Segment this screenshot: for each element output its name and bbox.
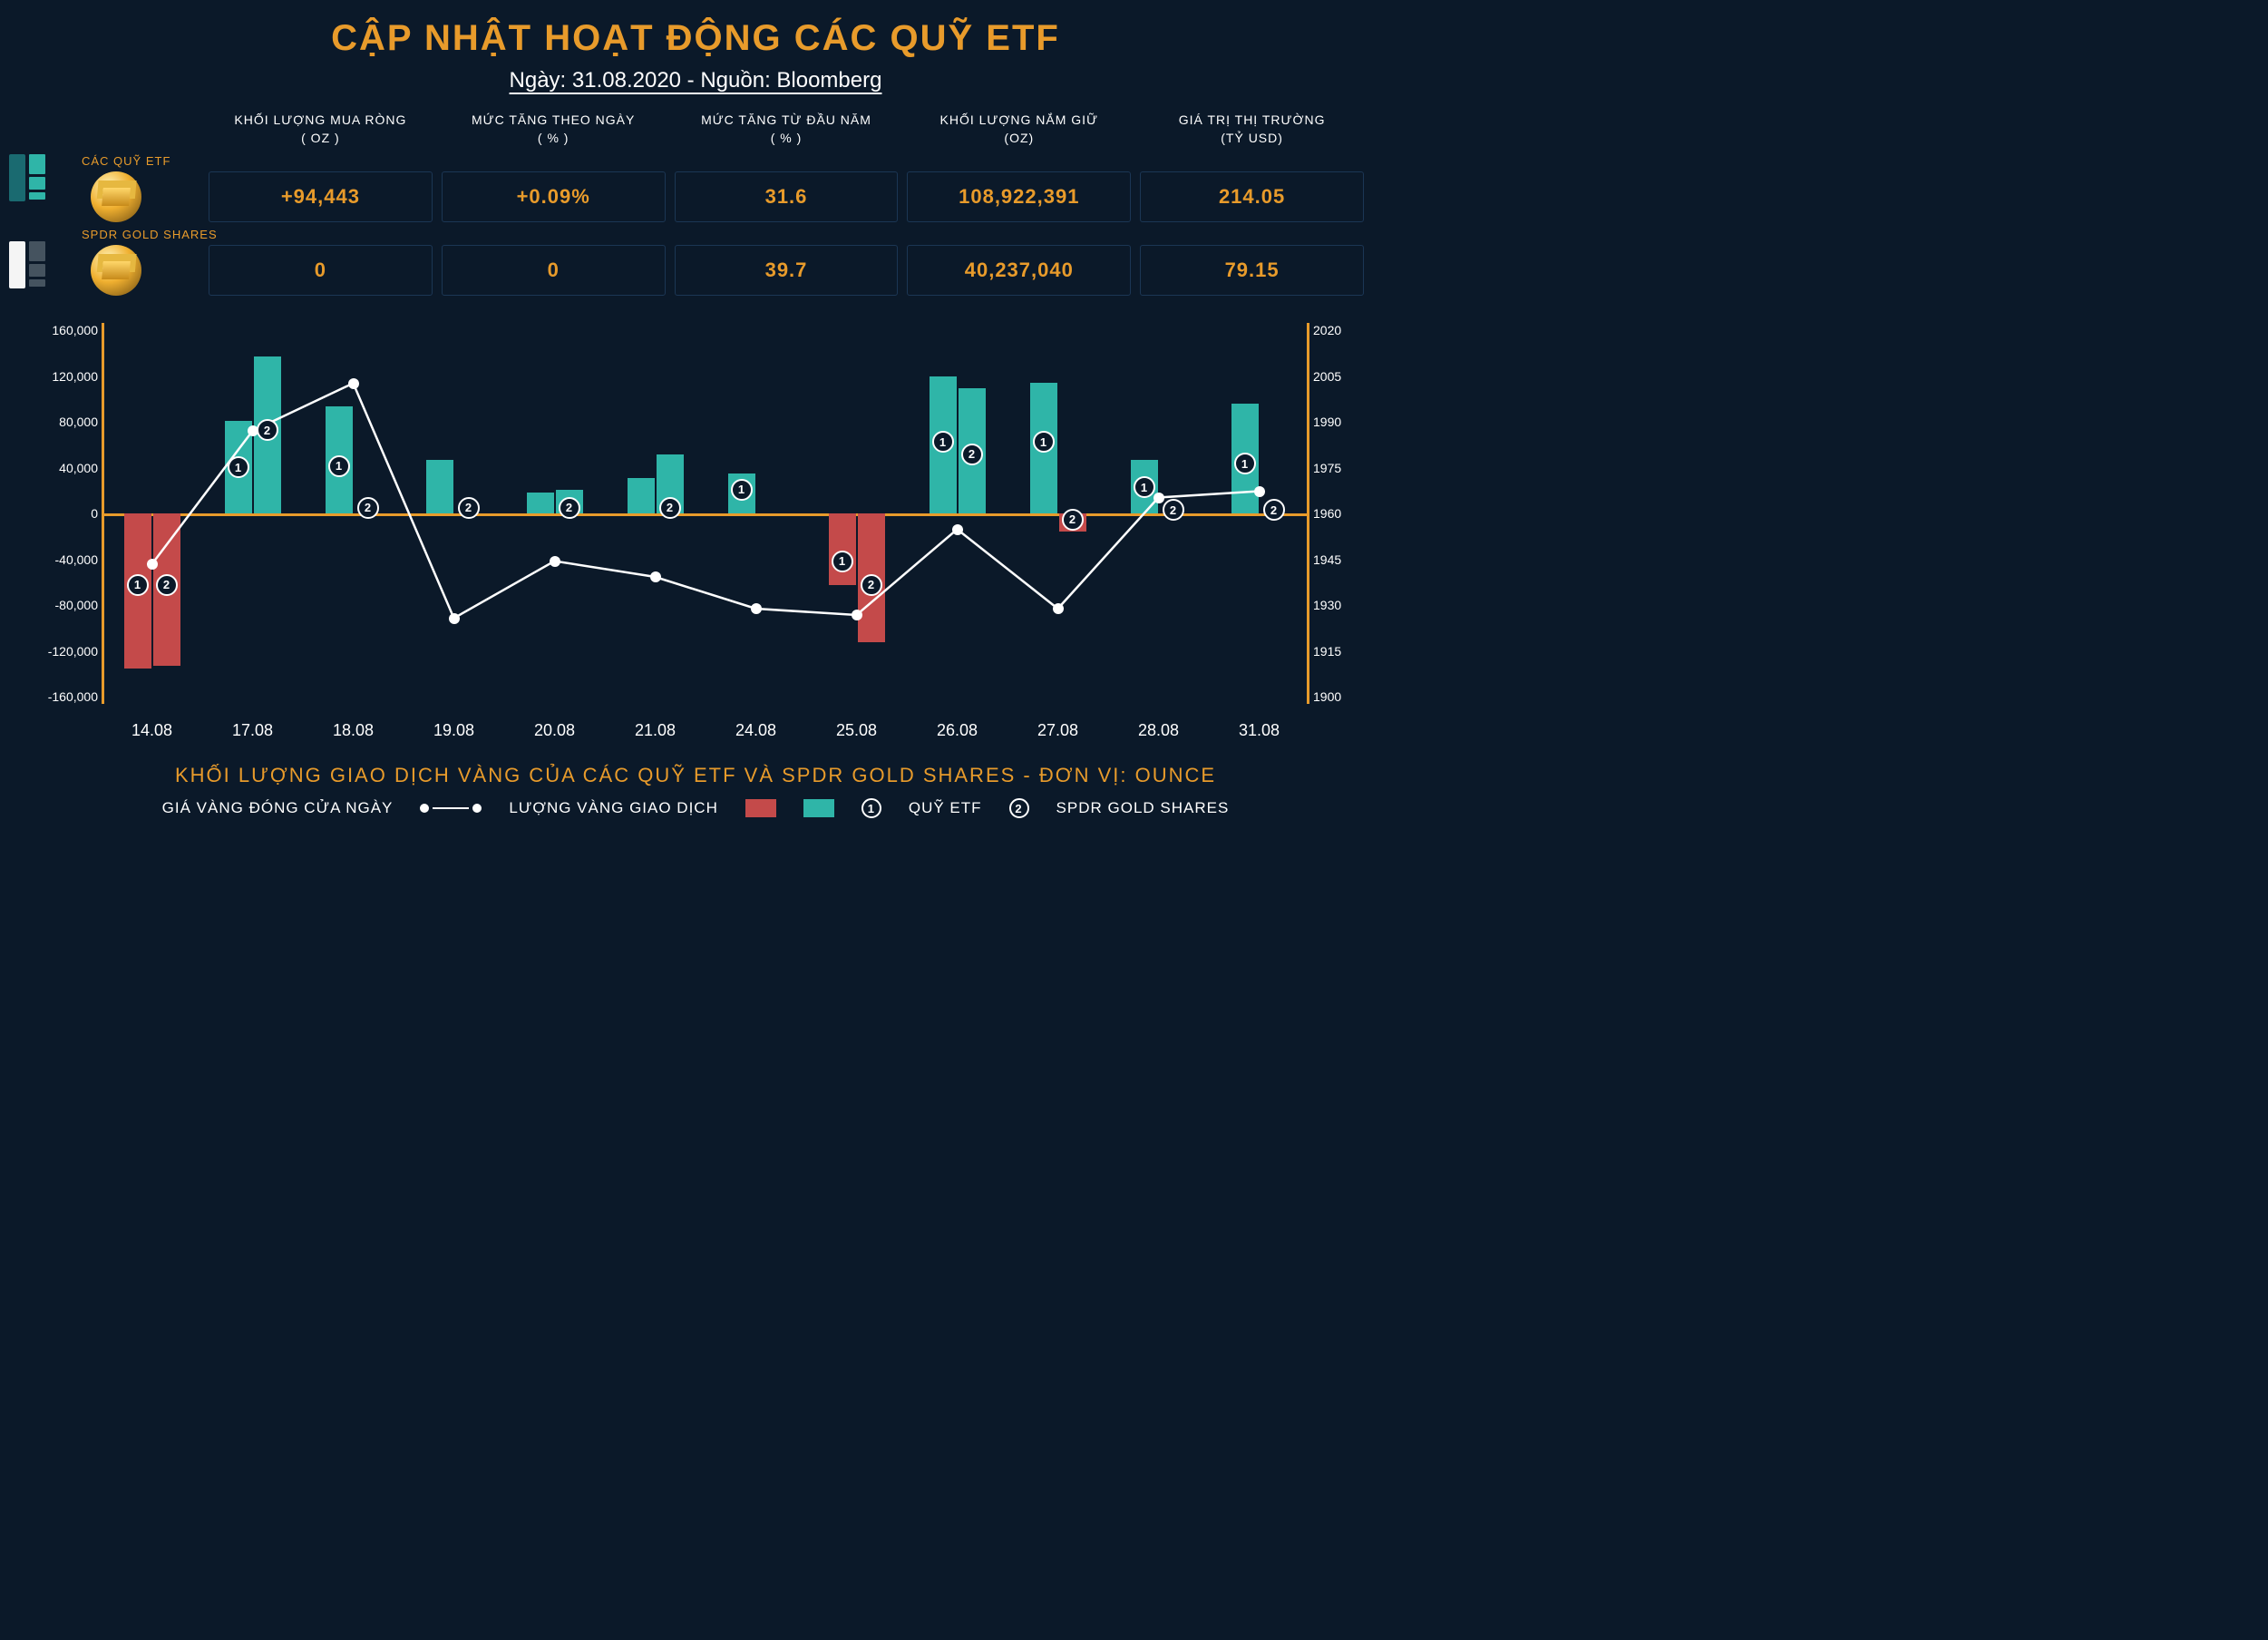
line-point bbox=[650, 571, 661, 582]
marker-2-icon: 2 bbox=[1009, 798, 1029, 818]
y-right-tick: 1945 bbox=[1313, 552, 1364, 567]
marker-2: 2 bbox=[961, 444, 983, 465]
y-left-tick: -160,000 bbox=[27, 689, 98, 704]
x-tick: 24.08 bbox=[706, 721, 806, 740]
value-cell: 0 bbox=[209, 245, 433, 296]
table-row: 0039.740,237,04079.15 bbox=[82, 245, 1364, 296]
page-subtitle: Ngày: 31.08.2020 - Nguồn: Bloomberg bbox=[27, 68, 1364, 93]
line-point bbox=[852, 610, 862, 620]
line-point bbox=[1053, 603, 1064, 614]
marker-1: 1 bbox=[1134, 476, 1155, 498]
x-tick: 20.08 bbox=[504, 721, 605, 740]
x-tick: 31.08 bbox=[1209, 721, 1309, 740]
y-left-tick: 40,000 bbox=[27, 461, 98, 475]
marker-2: 2 bbox=[659, 497, 681, 519]
marker-2: 2 bbox=[156, 574, 178, 596]
x-tick: 17.08 bbox=[202, 721, 303, 740]
marker-2: 2 bbox=[559, 497, 580, 519]
line-point bbox=[348, 378, 359, 389]
gold-icon bbox=[91, 171, 141, 222]
y-left-tick: 80,000 bbox=[27, 415, 98, 429]
line-point bbox=[147, 559, 158, 570]
marker-2: 2 bbox=[458, 497, 480, 519]
chart-caption: KHỐI LƯỢNG GIAO DỊCH VÀNG CỦA CÁC QUỸ ET… bbox=[27, 764, 1364, 787]
marker-1: 1 bbox=[127, 574, 149, 596]
line-point bbox=[952, 524, 963, 535]
line-point bbox=[550, 556, 560, 567]
value-cell: 79.15 bbox=[1140, 245, 1364, 296]
marker-1: 1 bbox=[832, 551, 853, 572]
value-cell: +94,443 bbox=[209, 171, 433, 222]
data-table: KHỐI LƯỢNG MUA RÒNG ( OZ ) MỨC TĂNG THEO … bbox=[82, 112, 1364, 296]
column-header: MỨC TĂNG TỪ ĐẦU NĂM ( % ) bbox=[675, 112, 899, 147]
x-tick: 18.08 bbox=[303, 721, 404, 740]
marker-1: 1 bbox=[328, 455, 350, 477]
line-point bbox=[751, 603, 762, 614]
value-cell: 0 bbox=[442, 245, 666, 296]
x-tick: 25.08 bbox=[806, 721, 907, 740]
x-tick: 27.08 bbox=[1007, 721, 1108, 740]
y-left-tick: 160,000 bbox=[27, 323, 98, 337]
neg-swatch bbox=[745, 799, 776, 817]
y-left-tick: 120,000 bbox=[27, 369, 98, 384]
row-label: CÁC QUỸ ETF bbox=[82, 154, 1364, 168]
x-tick: 14.08 bbox=[102, 721, 202, 740]
column-header: KHỐI LƯỢNG MUA RÒNG ( OZ ) bbox=[209, 112, 433, 147]
legend-line-label: GIÁ VÀNG ĐÓNG CỬA NGÀY bbox=[162, 799, 394, 817]
marker-2: 2 bbox=[1062, 509, 1084, 531]
marker-2: 2 bbox=[257, 419, 278, 441]
marker-1-icon: 1 bbox=[861, 798, 881, 818]
side-indicator bbox=[9, 154, 51, 201]
legend-m1-label: QUỸ ETF bbox=[909, 799, 982, 817]
page-title: CẬP NHẬT HOẠT ĐỘNG CÁC QUỸ ETF bbox=[27, 18, 1364, 59]
x-tick: 26.08 bbox=[907, 721, 1007, 740]
marker-2: 2 bbox=[357, 497, 379, 519]
y-right-tick: 1990 bbox=[1313, 415, 1364, 429]
marker-1: 1 bbox=[228, 456, 249, 478]
y-left-tick: -40,000 bbox=[27, 552, 98, 567]
gold-icon bbox=[91, 245, 141, 296]
marker-1: 1 bbox=[1234, 453, 1256, 474]
y-left-tick: 0 bbox=[27, 506, 98, 521]
value-cell: +0.09% bbox=[442, 171, 666, 222]
column-header: MỨC TĂNG THEO NGÀY ( % ) bbox=[442, 112, 666, 147]
y-right-tick: 2020 bbox=[1313, 323, 1364, 337]
line-point bbox=[449, 613, 460, 624]
y-right-tick: 1960 bbox=[1313, 506, 1364, 521]
value-cell: 31.6 bbox=[675, 171, 899, 222]
marker-1: 1 bbox=[731, 479, 753, 501]
pos-swatch bbox=[803, 799, 834, 817]
y-right-tick: 1930 bbox=[1313, 598, 1364, 612]
y-right-tick: 1915 bbox=[1313, 644, 1364, 659]
legend-bars-label: LƯỢNG VÀNG GIAO DỊCH bbox=[509, 799, 717, 817]
legend-m2-label: SPDR GOLD SHARES bbox=[1056, 799, 1230, 817]
y-right-tick: 1900 bbox=[1313, 689, 1364, 704]
y-left-tick: -80,000 bbox=[27, 598, 98, 612]
value-cell: 39.7 bbox=[675, 245, 899, 296]
marker-1: 1 bbox=[932, 431, 954, 453]
value-cell: 108,922,391 bbox=[907, 171, 1131, 222]
table-row: +94,443+0.09%31.6108,922,391214.05 bbox=[82, 171, 1364, 222]
y-left-tick: -120,000 bbox=[27, 644, 98, 659]
etf-chart: 160,000 120,000 80,000 40,000 0 -40,000 -80,00… bbox=[27, 305, 1364, 758]
line-point bbox=[1254, 486, 1265, 497]
line-icon bbox=[420, 804, 482, 813]
line-point bbox=[1153, 493, 1164, 503]
side-indicator bbox=[9, 241, 51, 288]
x-tick: 28.08 bbox=[1108, 721, 1209, 740]
value-cell: 40,237,040 bbox=[907, 245, 1131, 296]
x-tick: 21.08 bbox=[605, 721, 706, 740]
marker-2: 2 bbox=[1263, 499, 1285, 521]
y-right-tick: 2005 bbox=[1313, 369, 1364, 384]
marker-1: 1 bbox=[1033, 431, 1055, 453]
value-cell: 214.05 bbox=[1140, 171, 1364, 222]
column-header: KHỐI LƯỢNG NẮM GIỮ (OZ) bbox=[907, 112, 1131, 147]
column-header: GIÁ TRỊ THỊ TRƯỜNG (TỶ USD) bbox=[1140, 112, 1364, 147]
y-right-tick: 1975 bbox=[1313, 461, 1364, 475]
row-label: SPDR GOLD SHARES bbox=[82, 228, 1364, 241]
x-tick: 19.08 bbox=[404, 721, 504, 740]
marker-2: 2 bbox=[861, 574, 882, 596]
chart-legend: GIÁ VÀNG ĐÓNG CỬA NGÀY LƯỢNG VÀNG GIAO D… bbox=[27, 798, 1364, 818]
marker-2: 2 bbox=[1163, 499, 1184, 521]
